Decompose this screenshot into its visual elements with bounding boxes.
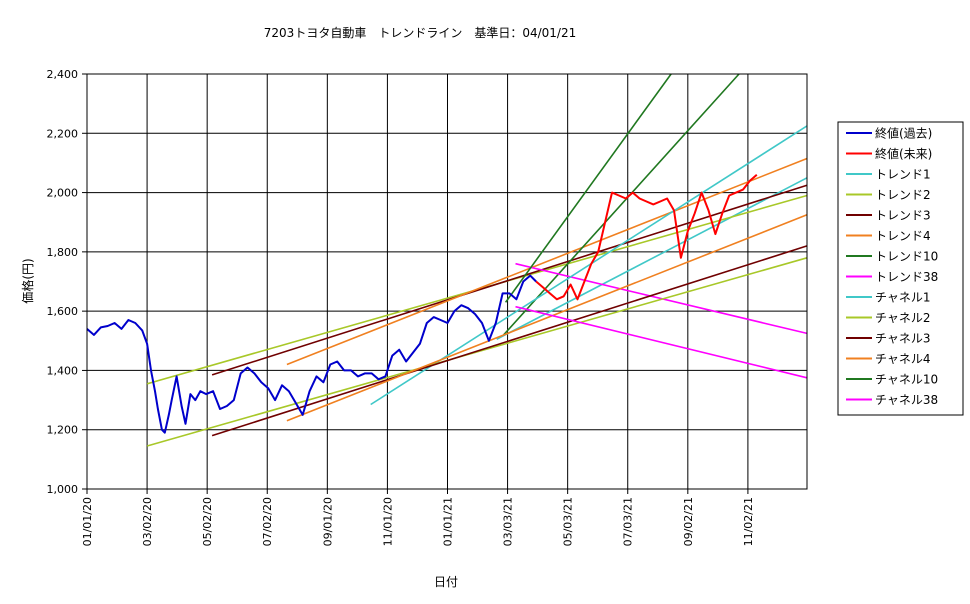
legend-label: チャネル2 — [875, 311, 931, 325]
y-tick-label: 2,200 — [47, 127, 79, 140]
legend-box — [837, 121, 964, 416]
series-line-11 — [211, 245, 808, 437]
x-tick-label: 11/01/20 — [381, 497, 394, 546]
x-tick-label: 07/02/20 — [261, 497, 274, 546]
chart-title: 7203トヨタ自動車 トレンドライン 基準日：04/01/21 — [264, 25, 576, 40]
legend-label: チャネル3 — [875, 332, 931, 346]
legend-label: 終値(未来) — [875, 146, 932, 161]
legend-label: トレンド4 — [875, 229, 931, 243]
x-axis-label: 日付 — [434, 575, 458, 589]
series-line-1 — [86, 274, 537, 434]
y-axis-ticks: 1,000 1,200 1,400 1,600 1,800 2,000 2,200 2,400 — [47, 68, 87, 496]
legend: 終値(過去) 終値(未来) トレンド1 トレンド2 トレンド3 トレンド4 トレンド10 トレ… — [837, 121, 964, 416]
y-tick-label: 1,600 — [47, 305, 79, 318]
legend-label: トレンド10 — [875, 250, 938, 264]
legend-label: トレンド1 — [875, 168, 931, 182]
x-tick-label: 07/03/21 — [622, 497, 635, 546]
y-tick-label: 2,400 — [47, 68, 79, 81]
series-line-13 — [504, 73, 672, 303]
series-line-14 — [515, 305, 808, 379]
x-tick-label: 05/03/21 — [562, 497, 575, 546]
series-line-2 — [535, 174, 758, 301]
legend-label: 終値(過去) — [875, 126, 932, 141]
x-tick-label: 09/01/20 — [321, 497, 334, 546]
series-line-9 — [370, 125, 808, 406]
legend-label: トレンド2 — [875, 188, 931, 202]
x-tick-label: 01/01/20 — [81, 497, 94, 546]
x-tick-label: 03/03/21 — [502, 497, 515, 546]
series-line-5 — [211, 184, 808, 376]
legend-label: トレンド38 — [875, 270, 938, 284]
series-line-12 — [286, 214, 808, 422]
plot-series — [86, 73, 808, 447]
y-tick-label: 1,000 — [47, 483, 79, 496]
x-tick-label: 05/02/20 — [201, 497, 214, 546]
x-axis-ticks: 01/01/20 03/02/20 05/02/20 07/02/20 09/01/20… — [81, 489, 755, 546]
y-axis-label: 価格(円) — [20, 258, 35, 303]
grid — [87, 74, 807, 489]
y-tick-label: 2,000 — [47, 187, 79, 200]
y-tick-label: 1,200 — [47, 424, 79, 437]
x-tick-label: 09/02/21 — [682, 497, 695, 546]
legend-label: チャネル4 — [875, 352, 931, 366]
legend-label: トレンド3 — [875, 209, 931, 223]
series-line-7 — [503, 73, 740, 336]
x-tick-label: 01/01/21 — [441, 497, 454, 546]
legend-label: チャネル38 — [875, 393, 938, 407]
series-line-6 — [286, 157, 808, 366]
y-tick-label: 1,400 — [47, 364, 79, 377]
series-line-3 — [496, 177, 808, 341]
x-tick-label: 03/02/20 — [141, 497, 154, 546]
x-tick-label: 11/02/21 — [742, 497, 755, 546]
legend-label: チャネル10 — [875, 373, 938, 387]
y-tick-label: 1,800 — [47, 246, 79, 259]
legend-label: チャネル1 — [875, 291, 931, 305]
